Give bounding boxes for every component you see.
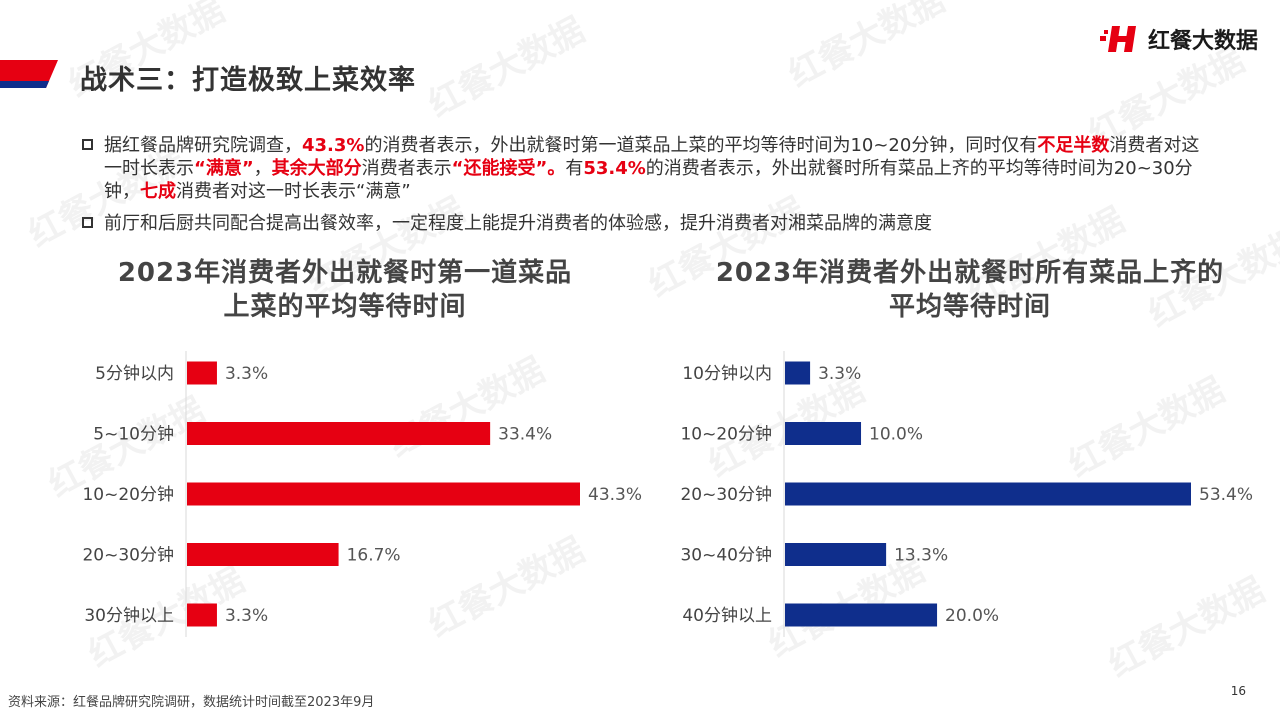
body-text: 前厅和后厨共同配合提高出餐效率，一定程度上能提升消费者的体验感，提升消费者对湘菜… — [104, 213, 932, 234]
bullet-list: 据红餐品牌研究院调查，43.3%的消费者表示，外出就餐时第一道菜品上菜的平均等待… — [82, 134, 1212, 244]
emphasis-text: 53.4% — [583, 158, 646, 179]
category-label: 5分钟以内 — [95, 364, 174, 384]
bullet-item-1: 据红餐品牌研究院调查，43.3%的消费者表示，外出就餐时第一道菜品上菜的平均等待… — [82, 134, 1212, 203]
bar — [187, 482, 580, 506]
body-text: 的消费者表示，外出就餐时第一道菜品上菜的平均等待时间为10~20分钟，同时仅有 — [364, 135, 1038, 156]
chart-title-all-dishes: 2023年消费者外出就餐时所有菜品上齐的 平均等待时间 — [660, 256, 1280, 324]
emphasis-text: 不足半数 — [1037, 135, 1110, 156]
data-label: 43.3% — [588, 485, 642, 505]
bullet-item-2: 前厅和后厨共同配合提高出餐效率，一定程度上能提升消费者的体验感，提升消费者对湘菜… — [82, 212, 1212, 235]
category-label: 20~30分钟 — [82, 546, 174, 566]
category-label: 10~20分钟 — [82, 485, 174, 505]
data-label: 33.4% — [498, 425, 552, 445]
data-label: 3.3% — [225, 606, 268, 626]
brand-logo: 红餐大数据 — [1099, 22, 1258, 56]
category-label: 40分钟以上 — [682, 606, 772, 626]
checkbox-square-icon — [82, 139, 93, 150]
data-label: 16.7% — [347, 546, 401, 566]
category-label: 10~20分钟 — [680, 425, 772, 445]
emphasis-text: “满意” — [194, 158, 254, 179]
bar — [187, 361, 217, 385]
body-text: ， — [253, 158, 272, 179]
checkbox-square-icon — [82, 217, 93, 228]
chart-1: 10分钟以内 3.3% 10~20分钟 10.0% 20~30分钟 53.4% 30~40分… — [680, 351, 1253, 637]
chart-title-line: 2023年消费者外出就餐时第一道菜品 — [117, 258, 573, 288]
emphasis-text: 七成 — [140, 181, 176, 202]
category-label: 20~30分钟 — [680, 485, 772, 505]
data-label: 3.3% — [225, 364, 268, 384]
emphasis-text: “还能接受”。 — [451, 158, 566, 179]
bar — [785, 422, 862, 445]
category-label: 30分钟以上 — [84, 606, 174, 626]
bar — [187, 603, 217, 627]
bar — [785, 543, 887, 566]
body-text: 据红餐品牌研究院调查， — [104, 135, 302, 156]
chart-title-first-dish: 2023年消费者外出就餐时第一道菜品 上菜的平均等待时间 — [60, 256, 630, 324]
body-text: 消费者对这一时长表示 — [104, 135, 1200, 179]
data-label: 3.3% — [818, 364, 861, 384]
brand-h-icon — [1099, 26, 1136, 52]
page-number: 16 — [1230, 684, 1246, 698]
data-label: 53.4% — [1199, 485, 1253, 505]
header-accent-stripes — [0, 60, 58, 88]
category-label: 30~40分钟 — [680, 546, 772, 566]
page-title: 战术三：打造极致上菜效率 — [80, 65, 416, 96]
bar — [187, 422, 491, 445]
data-label: 13.3% — [894, 546, 948, 566]
category-label: 10分钟以内 — [682, 364, 772, 384]
chart-title-line: 上菜的平均等待时间 — [223, 292, 467, 322]
chart-title-line: 2023年消费者外出就餐时所有菜品上齐的 — [715, 258, 1225, 288]
emphasis-text: 其余大部分 — [271, 158, 362, 179]
bar — [785, 603, 938, 627]
body-text: 有 — [565, 158, 584, 179]
brand-name: 红餐大数据 — [1147, 29, 1258, 54]
chart-title-line: 平均等待时间 — [888, 292, 1051, 322]
bullet-text: 据红餐品牌研究院调查，43.3%的消费者表示，外出就餐时第一道菜品上菜的平均等待… — [104, 135, 1199, 202]
source-note: 资料来源：红餐品牌研究院调研，数据统计时间截至2023年9月 — [8, 695, 375, 710]
bar — [187, 543, 339, 566]
category-label: 5~10分钟 — [93, 425, 174, 445]
chart-0: 5分钟以内 3.3% 5~10分钟 33.4% 10~20分钟 43.3% 20~30分钟 1… — [82, 351, 642, 637]
data-label: 10.0% — [869, 425, 923, 445]
data-label: 20.0% — [945, 606, 999, 626]
bullet-text: 前厅和后厨共同配合提高出餐效率，一定程度上能提升消费者的体验感，提升消费者对湘菜… — [104, 213, 932, 234]
body-text: 消费者表示 — [361, 158, 452, 179]
body-text: 消费者对这一时长表示“满意” — [176, 181, 411, 202]
bar — [785, 482, 1191, 506]
body-text: 的消费者表示，外出就餐时所有菜品上齐的平均等待时间为20~30分钟， — [104, 158, 1193, 202]
emphasis-text: 43.3% — [302, 135, 365, 156]
bar — [785, 361, 811, 385]
